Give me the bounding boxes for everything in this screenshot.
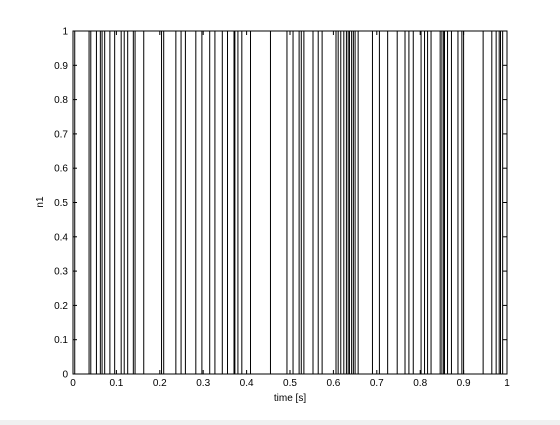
y-tick-label: 1 [62, 27, 68, 38]
y-tick-label: 0.2 [54, 301, 68, 312]
x-tick-label: 0.7 [370, 378, 384, 389]
y-tick-label: 0.5 [54, 198, 68, 209]
spike-lines [74, 31, 504, 374]
y-tick-label: 0.8 [54, 95, 68, 106]
y-tick-label: 0.4 [54, 232, 68, 243]
x-tick-label: 0.5 [283, 378, 297, 389]
y-tick-label: 0.7 [54, 129, 68, 140]
axes-box [72, 30, 508, 375]
y-tick-label: 0.1 [54, 335, 68, 346]
x-tick-label: 0.8 [413, 378, 427, 389]
y-tick-label: 0 [62, 370, 68, 381]
y-tick-label: 0.9 [54, 61, 68, 72]
y-axis-ticks: 0 0.1 0.2 0.3 0.4 0.5 0.6 0.7 0.8 0.9 1 [54, 27, 507, 381]
x-tick-label: 0.9 [457, 378, 471, 389]
x-tick-label: 0 [70, 378, 76, 389]
plot-area [73, 31, 507, 374]
y-tick-label: 0.3 [54, 267, 68, 278]
x-tick-label: 0.1 [109, 378, 123, 389]
y-tick-label: 0.6 [54, 164, 68, 175]
x-tick-label: 0.3 [196, 378, 210, 389]
x-tick-label: 0.4 [240, 378, 254, 389]
x-axis-label: time [s] [274, 393, 306, 404]
x-tick-label: 1 [504, 378, 510, 389]
x-axis-ticks: 0 0.1 0.2 0.3 0.4 0.5 0.6 0.7 0.8 0.9 1 [70, 31, 510, 389]
x-tick-label: 0.2 [153, 378, 167, 389]
x-tick-label: 0.6 [326, 378, 340, 389]
y-axis-label: n1 [35, 196, 46, 208]
